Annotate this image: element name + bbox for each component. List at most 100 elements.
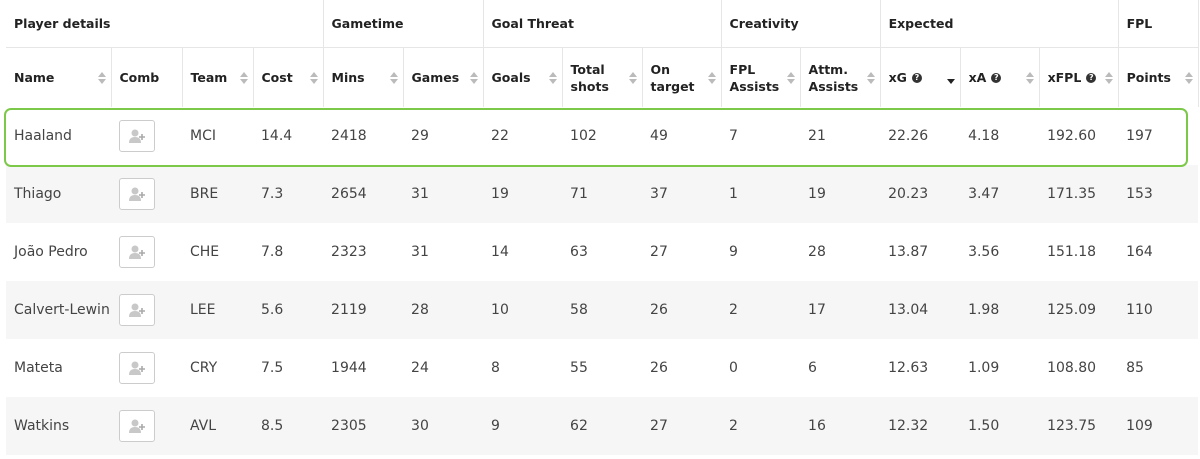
column-label: Total shots <box>570 61 609 94</box>
column-header[interactable]: FPL Assists <box>721 47 801 107</box>
cell: 3.47 <box>960 165 1040 223</box>
cell: 17 <box>800 281 881 339</box>
add-to-comb-button[interactable] <box>119 294 155 326</box>
column-label: On target <box>650 61 695 94</box>
cell: 1944 <box>331 360 367 376</box>
cell: 197 <box>1126 128 1153 144</box>
column-label: xA <box>968 70 987 85</box>
cell: CHE <box>190 244 220 260</box>
cell: 27 <box>650 244 668 260</box>
group-header: FPL <box>1118 0 1199 48</box>
cell: 71 <box>562 165 643 223</box>
cell: 102 <box>570 128 597 144</box>
cell: 26 <box>642 281 722 339</box>
column-label: Attm. Assists <box>808 61 859 94</box>
cell: 192.60 <box>1047 128 1097 144</box>
cell: 1.09 <box>968 360 1000 376</box>
cell: AVL <box>182 397 253 455</box>
column-label: xFPL <box>1047 70 1082 85</box>
cell: 29 <box>411 128 429 144</box>
column-label: Name <box>14 70 55 85</box>
column-label: Comb <box>119 70 160 85</box>
cell: MCI <box>190 128 216 144</box>
group-header: Creativity <box>721 0 881 48</box>
cell: Calvert-Lewin <box>6 281 111 339</box>
cell: João Pedro <box>14 244 88 260</box>
cell: 7.5 <box>261 360 284 376</box>
cell: 31 <box>411 244 429 260</box>
cell: 10 <box>483 281 563 339</box>
cell: 55 <box>570 360 588 376</box>
cell: Thiago <box>6 165 111 223</box>
cell: 2654 <box>323 165 404 223</box>
column-header[interactable]: On target <box>642 47 722 107</box>
cell: 1 <box>721 165 801 223</box>
column-header[interactable]: Name <box>6 47 112 107</box>
cell: 13.04 <box>880 281 961 339</box>
cell: 0 <box>729 360 738 376</box>
cell: 123.75 <box>1039 397 1119 455</box>
cell: 2 <box>721 281 801 339</box>
cell: 19 <box>800 165 881 223</box>
cell: 7.3 <box>253 165 324 223</box>
cell: 9 <box>483 397 563 455</box>
cell: 28 <box>403 281 484 339</box>
column-header[interactable]: Cost <box>253 47 324 107</box>
add-to-comb-button[interactable] <box>119 352 155 384</box>
column-header[interactable]: Games <box>403 47 484 107</box>
cell: 13.87 <box>888 244 929 260</box>
cell: 22.26 <box>888 128 929 144</box>
cell: 22 <box>491 128 509 144</box>
column-label: Team <box>190 70 228 85</box>
cell: 24 <box>411 360 429 376</box>
cell: 12.63 <box>888 360 929 376</box>
cell: 4.18 <box>968 128 1000 144</box>
cell: 2 <box>721 397 801 455</box>
cell: 164 <box>1126 244 1153 260</box>
cell: 31 <box>403 165 484 223</box>
column-header[interactable]: Goals <box>483 47 563 107</box>
help-icon[interactable]: ? <box>911 72 922 83</box>
cell: 28 <box>808 244 826 260</box>
column-header[interactable]: Mins <box>323 47 404 107</box>
column-header[interactable]: xA? <box>960 47 1040 107</box>
cell: 7 <box>729 128 738 144</box>
column-header[interactable]: Team <box>182 47 254 107</box>
player-row: Mateta CRY 7.5 1944 24 8 55 26 0 6 12.63 1.09 108.80… <box>6 339 1198 397</box>
player-row: Calvert-Lewin LEE 5.6 2119 28 10 58 26 2 17 13.04 1… <box>6 281 1199 339</box>
cell: 16 <box>800 397 881 455</box>
add-to-comb-button[interactable] <box>119 410 155 442</box>
player-row: Watkins AVL 8.5 2305 30 9 62 27 2 16 12.32 1.50 123.… <box>6 397 1199 455</box>
cell: 20.23 <box>880 165 961 223</box>
comb-cell <box>111 397 182 455</box>
cell: 2418 <box>331 128 367 144</box>
add-to-comb-button[interactable] <box>119 120 155 152</box>
column-label: FPL Assists <box>729 61 780 94</box>
cell: Watkins <box>6 397 111 455</box>
help-icon[interactable]: ? <box>991 72 1002 83</box>
cell: 7.8 <box>261 244 284 260</box>
cell: 2305 <box>323 397 404 455</box>
add-to-comb-button[interactable] <box>119 178 155 210</box>
cell: 21 <box>808 128 826 144</box>
cell: 2323 <box>331 244 367 260</box>
column-header[interactable]: xFPL? <box>1039 47 1119 107</box>
column-header[interactable]: Attm. Assists <box>800 47 881 107</box>
comb-cell <box>111 223 182 281</box>
column-header[interactable]: Total shots <box>562 47 643 107</box>
cell: Haaland <box>14 128 72 144</box>
cell: CRY <box>190 360 218 376</box>
cell: 151.18 <box>1047 244 1097 260</box>
column-header[interactable]: Points <box>1118 47 1199 107</box>
column-header[interactable]: xG? <box>880 47 961 107</box>
cell: LEE <box>182 281 253 339</box>
group-header: Gametime <box>323 0 484 48</box>
help-icon[interactable]: ? <box>1086 72 1097 83</box>
cell: 14.4 <box>261 128 293 144</box>
add-to-comb-button[interactable] <box>119 236 155 268</box>
cell: 2119 <box>323 281 404 339</box>
cell: 19 <box>483 165 563 223</box>
player-row: Thiago BRE 7.3 2654 31 19 71 37 1 19 20.23 3.47 171.… <box>6 165 1199 223</box>
group-header: Player details <box>6 0 324 48</box>
